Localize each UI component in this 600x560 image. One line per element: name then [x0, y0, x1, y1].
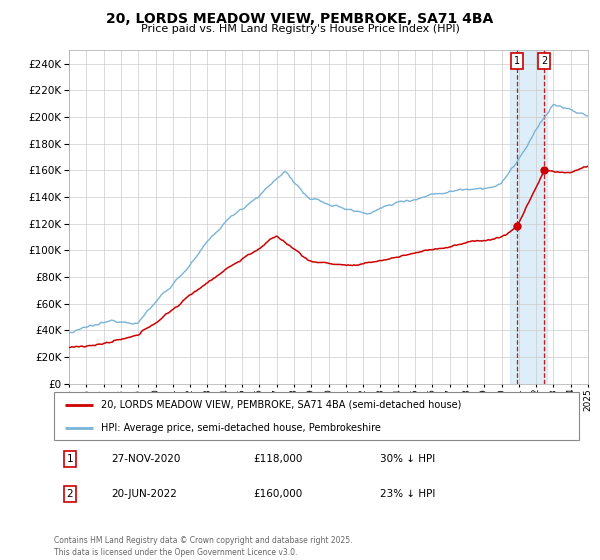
Text: 20, LORDS MEADOW VIEW, PEMBROKE, SA71 4BA: 20, LORDS MEADOW VIEW, PEMBROKE, SA71 4B… [106, 12, 494, 26]
Text: 30% ↓ HPI: 30% ↓ HPI [380, 454, 435, 464]
Text: 2: 2 [541, 56, 547, 66]
Text: 2: 2 [67, 489, 73, 499]
Text: 1: 1 [67, 454, 73, 464]
Text: Price paid vs. HM Land Registry's House Price Index (HPI): Price paid vs. HM Land Registry's House … [140, 24, 460, 34]
Text: 27-NOV-2020: 27-NOV-2020 [112, 454, 181, 464]
Text: £160,000: £160,000 [254, 489, 303, 499]
Text: £118,000: £118,000 [254, 454, 303, 464]
Text: 20, LORDS MEADOW VIEW, PEMBROKE, SA71 4BA (semi-detached house): 20, LORDS MEADOW VIEW, PEMBROKE, SA71 4B… [101, 400, 461, 410]
Text: Contains HM Land Registry data © Crown copyright and database right 2025.
This d: Contains HM Land Registry data © Crown c… [54, 536, 353, 557]
Text: 23% ↓ HPI: 23% ↓ HPI [380, 489, 435, 499]
Text: 20-JUN-2022: 20-JUN-2022 [112, 489, 178, 499]
Bar [510, 50, 547, 384]
Text: HPI: Average price, semi-detached house, Pembrokeshire: HPI: Average price, semi-detached house,… [101, 423, 381, 433]
Text: 1: 1 [514, 56, 520, 66]
